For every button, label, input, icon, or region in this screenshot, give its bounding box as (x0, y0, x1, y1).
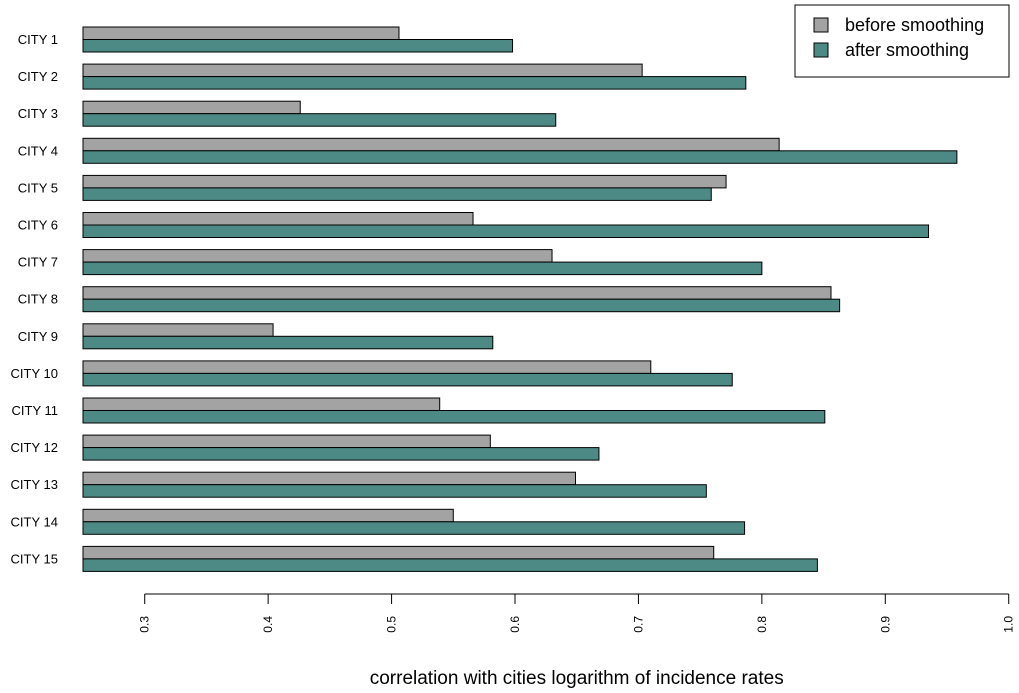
bar-after-8 (82, 298, 841, 313)
bar-after-1 (82, 39, 514, 53)
bar-before-13 (82, 471, 576, 486)
x-tick-label: 0.3 (138, 616, 152, 633)
category-labels: CITY 1 CITY 2 CITY 3 CITY 4 CITY 5 CITY 6 CITY… (11, 32, 58, 566)
bar-before-7 (82, 249, 553, 263)
bars-layer (82, 26, 958, 572)
legend-label: before smoothing (845, 15, 984, 35)
bar-before-10 (82, 360, 652, 374)
category-label: CITY 1 (18, 32, 58, 47)
bar-before-3 (82, 100, 301, 115)
bar-after-2 (82, 76, 747, 90)
category-label: CITY 11 (12, 403, 58, 418)
legend-box (794, 4, 1010, 78)
bar-before-8 (82, 286, 832, 300)
bar-before-12 (82, 434, 491, 449)
bar-before-6 (82, 212, 474, 226)
category-label: CITY 14 (11, 514, 58, 529)
bar-after-6 (82, 224, 929, 238)
bar-after-4 (82, 150, 958, 164)
bar-after-13 (82, 484, 707, 498)
x-tick-label: 0.6 (508, 616, 522, 633)
bar-after-3 (82, 113, 557, 127)
bar-before-1 (82, 26, 400, 40)
bar-before-2 (82, 63, 643, 78)
category-label: CITY 7 (18, 255, 58, 270)
legend: before smoothing after smoothing (794, 4, 1010, 78)
bar-after-9 (82, 335, 494, 350)
category-label: CITY 2 (18, 69, 58, 84)
category-label: CITY 9 (18, 329, 58, 344)
category-label: CITY 12 (11, 440, 58, 455)
bar-after-11 (82, 410, 826, 424)
x-tick-label: 0.4 (261, 616, 275, 633)
bar-before-5 (82, 174, 727, 189)
x-tick-label: 0.5 (385, 616, 399, 633)
category-label: CITY 5 (18, 180, 58, 195)
bar-after-5 (82, 187, 712, 201)
bar-before-9 (82, 323, 274, 337)
bar-after-14 (82, 521, 746, 535)
x-tick-label: 0.8 (755, 616, 769, 633)
bar-before-4 (82, 137, 780, 152)
category-label: CITY 8 (18, 292, 58, 307)
category-label: CITY 13 (11, 477, 58, 492)
category-label: CITY 4 (18, 143, 58, 158)
x-axis-label: correlation with cities logarithm of inc… (370, 668, 784, 689)
x-axis: 0.3 0.4 0.5 0.6 0.7 0.8 0.9 1.0 (138, 593, 1016, 633)
x-tick-label: 0.7 (631, 616, 645, 633)
legend-label: after smoothing (845, 40, 969, 60)
legend-swatch-after (813, 42, 829, 58)
bar-before-14 (82, 508, 454, 523)
category-label: CITY 6 (18, 218, 58, 233)
x-tick-label: 1.0 (1002, 616, 1016, 633)
bar-after-12 (82, 447, 600, 461)
category-label: CITY 3 (18, 106, 58, 121)
legend-swatch-before (813, 17, 829, 33)
bar-after-10 (82, 372, 733, 387)
category-label: CITY 10 (11, 366, 58, 381)
category-label: CITY 15 (11, 551, 58, 566)
bar-after-15 (82, 558, 818, 572)
bar-after-7 (82, 261, 763, 276)
bar-before-15 (82, 545, 715, 560)
x-tick-label: 0.9 (878, 616, 892, 633)
bar-before-11 (82, 397, 441, 411)
